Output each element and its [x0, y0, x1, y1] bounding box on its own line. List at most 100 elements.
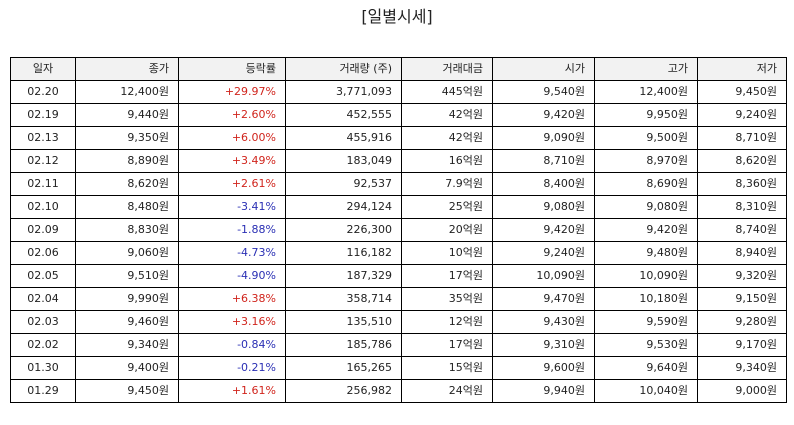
cell-volume: 116,182	[285, 241, 402, 265]
cell-low: 9,340원	[697, 356, 787, 380]
table-row: 02.12 8,890원 +3.49% 183,049 16억원 8,710원 8,970원…	[10, 149, 787, 173]
cell-low: 8,310원	[697, 195, 787, 219]
cell-change-rate: +2.60%	[178, 103, 286, 127]
cell-open: 10,090원	[492, 264, 595, 288]
cell-trade-amount: 24억원	[401, 379, 493, 403]
cell-volume: 226,300	[285, 218, 402, 242]
cell-date: 01.30	[10, 356, 76, 380]
cell-trade-amount: 16억원	[401, 149, 493, 173]
header-open: 시가	[492, 57, 595, 81]
cell-open: 9,080원	[492, 195, 595, 219]
cell-change-rate: -4.73%	[178, 241, 286, 265]
cell-low: 9,170원	[697, 333, 787, 357]
cell-date: 01.29	[10, 379, 76, 403]
cell-change-rate: -3.41%	[178, 195, 286, 219]
cell-open: 9,470원	[492, 287, 595, 311]
cell-high: 12,400원	[594, 80, 698, 104]
cell-change-rate: +3.16%	[178, 310, 286, 334]
cell-volume: 183,049	[285, 149, 402, 173]
table-row: 02.20 12,400원 +29.97% 3,771,093 445억원 9,540원 1…	[10, 80, 787, 104]
table-row: 02.09 8,830원 -1.88% 226,300 20억원 9,420원 9,420원…	[10, 218, 787, 242]
cell-volume: 3,771,093	[285, 80, 402, 104]
cell-high: 9,480원	[594, 241, 698, 265]
table-header-row: 일자 종가 등락률 거래량 (주) 거래대금 시가 고가 저가	[10, 57, 787, 81]
cell-volume: 92,537	[285, 172, 402, 196]
cell-date: 02.11	[10, 172, 76, 196]
cell-date: 02.10	[10, 195, 76, 219]
cell-open: 9,940원	[492, 379, 595, 403]
cell-change-rate: +6.00%	[178, 126, 286, 150]
cell-close: 9,340원	[75, 333, 179, 357]
cell-high: 8,970원	[594, 149, 698, 173]
cell-date: 02.09	[10, 218, 76, 242]
cell-low: 9,150원	[697, 287, 787, 311]
cell-close: 8,890원	[75, 149, 179, 173]
cell-low: 8,940원	[697, 241, 787, 265]
cell-open: 9,600원	[492, 356, 595, 380]
daily-price-table: 일자 종가 등락률 거래량 (주) 거래대금 시가 고가 저가 02.20 12,…	[10, 57, 787, 403]
cell-change-rate: +1.61%	[178, 379, 286, 403]
cell-trade-amount: 17억원	[401, 264, 493, 288]
table-row: 02.05 9,510원 -4.90% 187,329 17억원 10,090원 10,09…	[10, 264, 787, 288]
table-row: 01.29 9,450원 +1.61% 256,982 24억원 9,940원 10,040…	[10, 379, 787, 403]
cell-open: 9,420원	[492, 218, 595, 242]
header-low: 저가	[697, 57, 787, 81]
cell-volume: 185,786	[285, 333, 402, 357]
cell-trade-amount: 20억원	[401, 218, 493, 242]
cell-volume: 165,265	[285, 356, 402, 380]
cell-high: 8,690원	[594, 172, 698, 196]
cell-trade-amount: 15억원	[401, 356, 493, 380]
cell-trade-amount: 7.9억원	[401, 172, 493, 196]
header-trade-amount: 거래대금	[401, 57, 493, 81]
cell-trade-amount: 42억원	[401, 103, 493, 127]
cell-open: 9,310원	[492, 333, 595, 357]
table-row: 02.19 9,440원 +2.60% 452,555 42억원 9,420원 9,950원…	[10, 103, 787, 127]
cell-date: 02.20	[10, 80, 76, 104]
cell-high: 9,640원	[594, 356, 698, 380]
table-row: 02.13 9,350원 +6.00% 455,916 42억원 9,090원 9,500원…	[10, 126, 787, 150]
cell-close: 9,400원	[75, 356, 179, 380]
cell-open: 9,090원	[492, 126, 595, 150]
cell-high: 9,080원	[594, 195, 698, 219]
cell-open: 9,240원	[492, 241, 595, 265]
cell-date: 02.03	[10, 310, 76, 334]
cell-close: 9,440원	[75, 103, 179, 127]
cell-high: 9,590원	[594, 310, 698, 334]
cell-change-rate: -4.90%	[178, 264, 286, 288]
cell-low: 9,240원	[697, 103, 787, 127]
header-change-rate: 등락률	[178, 57, 286, 81]
cell-change-rate: -0.21%	[178, 356, 286, 380]
cell-close: 9,060원	[75, 241, 179, 265]
cell-date: 02.13	[10, 126, 76, 150]
cell-volume: 455,916	[285, 126, 402, 150]
cell-close: 9,510원	[75, 264, 179, 288]
cell-change-rate: +2.61%	[178, 172, 286, 196]
cell-open: 9,540원	[492, 80, 595, 104]
header-date: 일자	[10, 57, 76, 81]
cell-trade-amount: 445억원	[401, 80, 493, 104]
cell-close: 9,350원	[75, 126, 179, 150]
cell-trade-amount: 17억원	[401, 333, 493, 357]
cell-low: 9,280원	[697, 310, 787, 334]
table-row: 02.06 9,060원 -4.73% 116,182 10억원 9,240원 9,480원…	[10, 241, 787, 265]
table-body: 02.20 12,400원 +29.97% 3,771,093 445억원 9,540원 1…	[10, 80, 787, 403]
cell-date: 02.05	[10, 264, 76, 288]
table-row: 02.10 8,480원 -3.41% 294,124 25억원 9,080원 9,080원…	[10, 195, 787, 219]
cell-high: 9,420원	[594, 218, 698, 242]
daily-price-table-container: 일자 종가 등락률 거래량 (주) 거래대금 시가 고가 저가 02.20 12,…	[10, 57, 787, 403]
cell-high: 9,950원	[594, 103, 698, 127]
cell-date: 02.19	[10, 103, 76, 127]
cell-trade-amount: 42억원	[401, 126, 493, 150]
cell-close: 12,400원	[75, 80, 179, 104]
cell-change-rate: +3.49%	[178, 149, 286, 173]
cell-trade-amount: 12억원	[401, 310, 493, 334]
cell-volume: 358,714	[285, 287, 402, 311]
cell-high: 10,090원	[594, 264, 698, 288]
cell-close: 8,830원	[75, 218, 179, 242]
cell-high: 9,500원	[594, 126, 698, 150]
cell-volume: 187,329	[285, 264, 402, 288]
cell-open: 8,710원	[492, 149, 595, 173]
table-row: 02.04 9,990원 +6.38% 358,714 35억원 9,470원 10,180…	[10, 287, 787, 311]
table-row: 02.03 9,460원 +3.16% 135,510 12억원 9,430원 9,590원…	[10, 310, 787, 334]
cell-volume: 135,510	[285, 310, 402, 334]
